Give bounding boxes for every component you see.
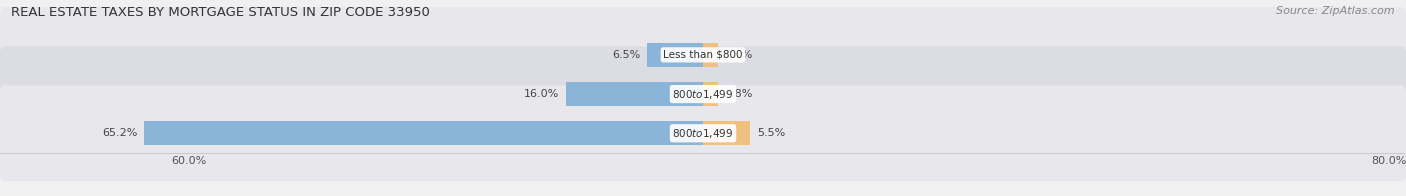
- Bar: [647, 43, 703, 67]
- Bar: [703, 43, 717, 67]
- Text: $800 to $1,499: $800 to $1,499: [672, 127, 734, 140]
- Text: 16.0%: 16.0%: [523, 89, 560, 99]
- Text: $800 to $1,499: $800 to $1,499: [672, 88, 734, 101]
- FancyBboxPatch shape: [0, 7, 1406, 103]
- Bar: [565, 82, 703, 106]
- Bar: [143, 121, 703, 145]
- FancyBboxPatch shape: [0, 46, 1406, 142]
- Text: 1.7%: 1.7%: [724, 50, 752, 60]
- FancyBboxPatch shape: [0, 85, 1406, 181]
- Bar: [703, 121, 751, 145]
- Text: Less than $800: Less than $800: [664, 50, 742, 60]
- Bar: [703, 82, 718, 106]
- Text: REAL ESTATE TAXES BY MORTGAGE STATUS IN ZIP CODE 33950: REAL ESTATE TAXES BY MORTGAGE STATUS IN …: [11, 6, 430, 19]
- Text: 65.2%: 65.2%: [101, 128, 138, 138]
- Text: 1.8%: 1.8%: [725, 89, 754, 99]
- Text: Source: ZipAtlas.com: Source: ZipAtlas.com: [1277, 6, 1395, 16]
- Text: 6.5%: 6.5%: [612, 50, 640, 60]
- Text: 5.5%: 5.5%: [756, 128, 786, 138]
